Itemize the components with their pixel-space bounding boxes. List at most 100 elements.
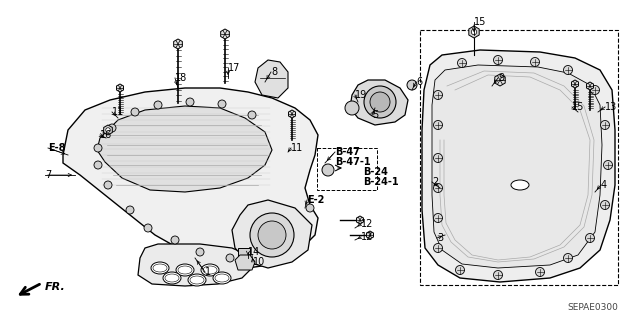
- Circle shape: [433, 243, 442, 253]
- Circle shape: [104, 181, 112, 189]
- Circle shape: [433, 121, 442, 130]
- Polygon shape: [356, 216, 364, 224]
- Circle shape: [370, 92, 390, 112]
- Ellipse shape: [190, 276, 204, 284]
- Circle shape: [345, 101, 359, 115]
- Text: 1: 1: [205, 267, 211, 277]
- Text: 12: 12: [361, 219, 373, 229]
- Circle shape: [536, 268, 545, 277]
- Circle shape: [94, 144, 102, 152]
- Circle shape: [226, 254, 234, 262]
- Ellipse shape: [511, 180, 529, 190]
- Ellipse shape: [165, 274, 179, 282]
- Circle shape: [591, 85, 600, 94]
- Text: 13: 13: [605, 102, 617, 112]
- Ellipse shape: [176, 264, 194, 276]
- Circle shape: [106, 128, 110, 132]
- Circle shape: [433, 91, 442, 100]
- Circle shape: [131, 108, 139, 116]
- Circle shape: [108, 124, 116, 132]
- Circle shape: [493, 271, 502, 279]
- Circle shape: [250, 213, 294, 257]
- Text: 14: 14: [248, 247, 260, 257]
- Circle shape: [493, 56, 502, 64]
- Text: B-47-1: B-47-1: [335, 157, 371, 167]
- Polygon shape: [350, 80, 408, 125]
- Text: 19: 19: [355, 90, 367, 100]
- Text: 15: 15: [474, 17, 486, 27]
- Circle shape: [322, 164, 334, 176]
- Text: 8: 8: [271, 67, 277, 77]
- Ellipse shape: [151, 262, 169, 274]
- Circle shape: [458, 58, 467, 68]
- Text: 17: 17: [228, 63, 241, 73]
- Polygon shape: [97, 106, 272, 192]
- Circle shape: [471, 29, 477, 35]
- Ellipse shape: [215, 274, 229, 282]
- Polygon shape: [138, 244, 252, 286]
- Polygon shape: [232, 200, 312, 268]
- Ellipse shape: [213, 272, 231, 284]
- Text: 5: 5: [372, 110, 378, 120]
- Circle shape: [563, 65, 573, 75]
- Text: E-8: E-8: [48, 143, 65, 153]
- Circle shape: [186, 98, 194, 106]
- Text: 10: 10: [253, 257, 265, 267]
- Polygon shape: [116, 84, 124, 92]
- Circle shape: [586, 234, 595, 242]
- Polygon shape: [221, 29, 229, 39]
- Circle shape: [276, 241, 284, 249]
- Circle shape: [531, 57, 540, 66]
- Circle shape: [306, 204, 314, 212]
- Circle shape: [296, 226, 304, 234]
- Text: B-24: B-24: [363, 167, 388, 177]
- Text: 4: 4: [601, 180, 607, 190]
- Circle shape: [456, 265, 465, 275]
- Circle shape: [433, 213, 442, 222]
- Text: 11: 11: [112, 107, 124, 117]
- Polygon shape: [63, 88, 318, 268]
- Text: B-24-1: B-24-1: [363, 177, 399, 187]
- Circle shape: [563, 254, 573, 263]
- Circle shape: [144, 224, 152, 232]
- Text: 9: 9: [498, 73, 504, 83]
- Text: 11: 11: [291, 143, 303, 153]
- Ellipse shape: [163, 272, 181, 284]
- Text: E-2: E-2: [307, 195, 324, 205]
- Circle shape: [604, 160, 612, 169]
- Polygon shape: [469, 26, 479, 38]
- Circle shape: [254, 251, 262, 259]
- Text: B-47: B-47: [335, 147, 360, 157]
- Circle shape: [407, 80, 417, 90]
- Circle shape: [433, 183, 442, 192]
- Text: 16: 16: [100, 130, 112, 140]
- Circle shape: [171, 236, 179, 244]
- Polygon shape: [572, 80, 579, 88]
- Bar: [238, 248, 250, 258]
- Bar: [317, 148, 377, 190]
- Circle shape: [258, 221, 286, 249]
- Circle shape: [218, 100, 226, 108]
- Ellipse shape: [188, 274, 206, 286]
- Circle shape: [248, 111, 256, 119]
- Text: 12: 12: [361, 232, 373, 242]
- Ellipse shape: [201, 264, 219, 276]
- Circle shape: [196, 248, 204, 256]
- Text: 6: 6: [416, 77, 422, 87]
- Text: 3: 3: [437, 233, 443, 243]
- Polygon shape: [255, 60, 288, 98]
- Circle shape: [364, 86, 396, 118]
- Polygon shape: [104, 125, 113, 135]
- Circle shape: [154, 101, 162, 109]
- Text: 2: 2: [432, 177, 438, 187]
- Bar: [420, 30, 618, 285]
- Ellipse shape: [153, 264, 167, 272]
- Circle shape: [433, 153, 442, 162]
- Text: 15: 15: [572, 102, 584, 112]
- Text: 7: 7: [45, 170, 51, 180]
- Polygon shape: [289, 110, 296, 118]
- Circle shape: [126, 206, 134, 214]
- Polygon shape: [495, 74, 505, 86]
- Polygon shape: [422, 50, 615, 282]
- Text: 18: 18: [175, 73, 188, 83]
